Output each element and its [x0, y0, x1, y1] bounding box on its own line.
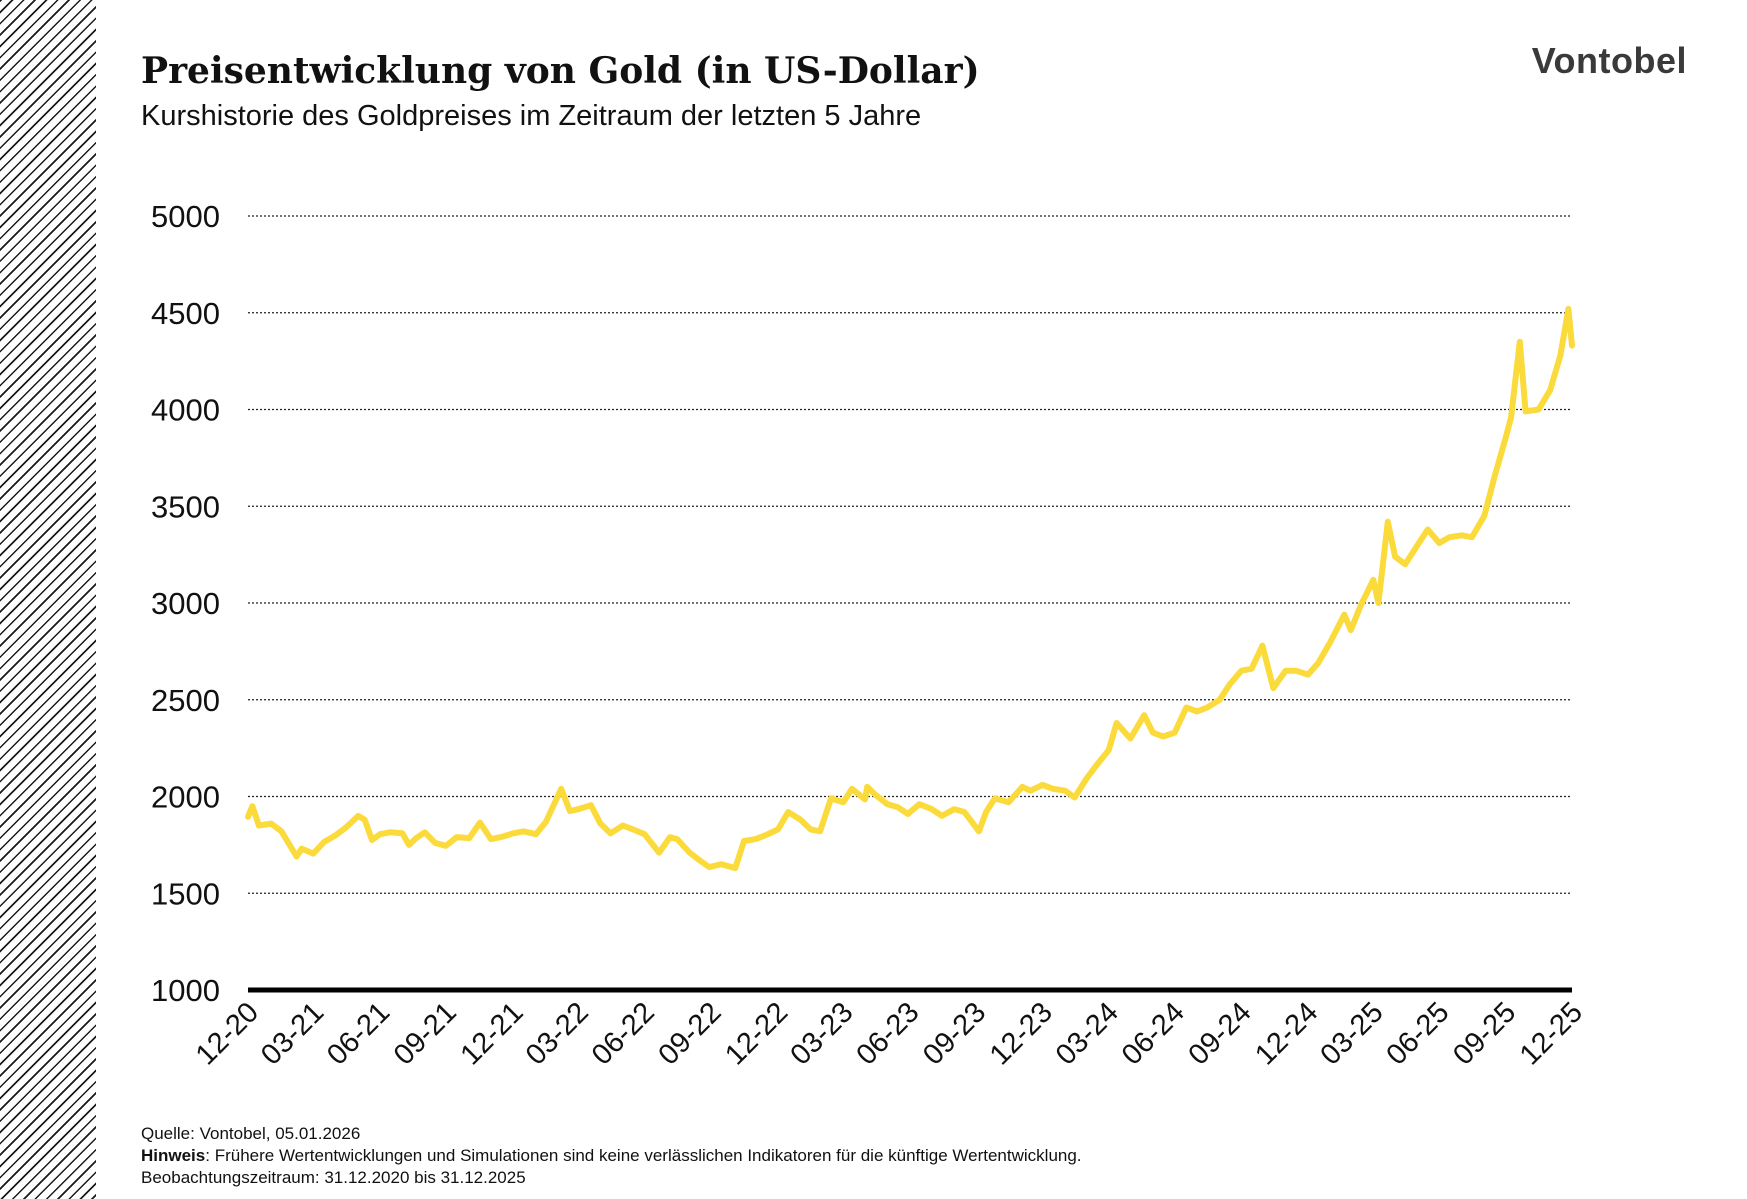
y-tick-label-3500: 3500	[151, 489, 220, 524]
y-tick-label-1500: 1500	[151, 876, 220, 911]
hatched-border-decoration	[0, 0, 96, 1199]
y-tick-label-5000: 5000	[151, 199, 220, 234]
x-tick-label-06-22: 06-22	[586, 996, 661, 1071]
x-tick-label-12-25: 12-25	[1514, 996, 1589, 1071]
y-axis-tick-labels: 1000 1500 2000 2500 3000 3500 4000 4500 5000	[151, 199, 220, 1008]
x-tick-label-06-25: 06-25	[1380, 996, 1455, 1071]
x-tick-label-12-23: 12-23	[984, 996, 1059, 1071]
x-tick-label-09-25: 09-25	[1447, 996, 1522, 1071]
disclaimer: Hinweis: Frühere Wertentwicklungen und S…	[141, 1145, 1082, 1167]
series-line-gold-price	[245, 305, 1575, 872]
y-tick-label-3000: 3000	[151, 586, 220, 621]
y-tick-label-4500: 4500	[151, 296, 220, 331]
y-tick-label-4000: 4000	[151, 393, 220, 428]
disclaimer-text: : Frühere Wertentwicklungen und Simulati…	[205, 1146, 1082, 1165]
y-tick-label-1000: 1000	[151, 973, 220, 1008]
x-tick-label-12-24: 12-24	[1249, 996, 1324, 1071]
source-note: Quelle: Vontobel, 05.01.2026	[141, 1124, 361, 1143]
chart-title: Preisentwicklung von Gold (in US-Dollar)	[141, 50, 980, 92]
x-tick-label-09-22: 09-22	[652, 996, 727, 1071]
gridlines	[248, 215, 1572, 993]
chart-footer: Quelle: Vontobel, 05.01.2026 Hinweis: Fr…	[141, 1123, 1082, 1189]
y-tick-label-2500: 2500	[151, 683, 220, 718]
y-tick-label-2000: 2000	[151, 780, 220, 815]
series-layer	[245, 305, 1575, 872]
observation-period: Beobachtungszeitraum: 31.12.2020 bis 31.…	[141, 1168, 526, 1187]
brand-logo: Vontobel	[1531, 40, 1687, 81]
x-tick-label-09-23: 09-23	[917, 996, 992, 1071]
x-tick-label-06-24: 06-24	[1116, 996, 1191, 1071]
x-tick-label-12-21: 12-21	[455, 996, 530, 1071]
x-tick-label-03-23: 03-23	[784, 996, 859, 1071]
x-tick-label-09-21: 09-21	[388, 996, 463, 1071]
x-tick-label-03-24: 03-24	[1050, 996, 1125, 1071]
disclaimer-label: Hinweis	[141, 1146, 206, 1165]
x-tick-label-06-23: 06-23	[850, 996, 925, 1071]
x-tick-label-03-25: 03-25	[1314, 996, 1389, 1071]
x-tick-label-03-21: 03-21	[255, 996, 330, 1071]
x-axis-tick-labels: 12-2003-2106-2109-2112-2103-2206-2209-22…	[190, 996, 1589, 1071]
x-tick-label-12-22: 12-22	[719, 996, 794, 1071]
x-tick-label-03-22: 03-22	[520, 996, 595, 1071]
chart-subtitle: Kurshistorie des Goldpreises im Zeitraum…	[141, 100, 922, 132]
x-tick-label-06-21: 06-21	[321, 996, 396, 1071]
x-tick-label-09-24: 09-24	[1183, 996, 1258, 1071]
